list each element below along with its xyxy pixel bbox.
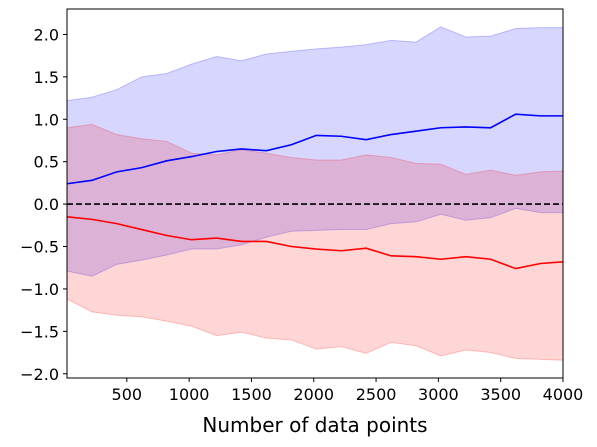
x-tick-label: 2500: [356, 385, 397, 404]
y-tick-label: 0.5: [34, 153, 59, 172]
x-tick-label: 4000: [543, 385, 584, 404]
series-line-2: [66, 216, 564, 270]
y-tick-label: 1.0: [34, 110, 59, 129]
x-tick-label: 500: [112, 385, 143, 404]
y-tick-label: 0.0: [34, 195, 59, 214]
x-axis-ticks: 500 1000 1500 2000 2500 3000 3500 4000: [112, 378, 584, 404]
y-tick-label: −1.5: [20, 322, 59, 341]
plot-frame: [66, 8, 564, 379]
x-tick-label: 1500: [231, 385, 272, 404]
y-tick-label: −0.5: [20, 238, 59, 257]
confidence-bands: [66, 26, 564, 361]
x-tick-label: 1000: [169, 385, 210, 404]
y-tick-label: 2.0: [34, 25, 59, 44]
series-lines: [66, 113, 564, 270]
y-axis-ticks: −2.0 −1.5 −1.0 −0.5 0.0 0.5 1.0 1.5 2.0: [20, 25, 67, 384]
y-tick-label: −2.0: [20, 365, 59, 384]
x-axis-label: Number of data points: [202, 413, 427, 437]
y-tick-label: 1.5: [34, 68, 59, 87]
x-tick-label: 2000: [293, 385, 334, 404]
series-line-1: [66, 113, 563, 185]
x-tick-label: 3500: [480, 385, 521, 404]
y-tick-label: −1.0: [20, 280, 59, 299]
x-tick-label: 3000: [418, 385, 459, 404]
